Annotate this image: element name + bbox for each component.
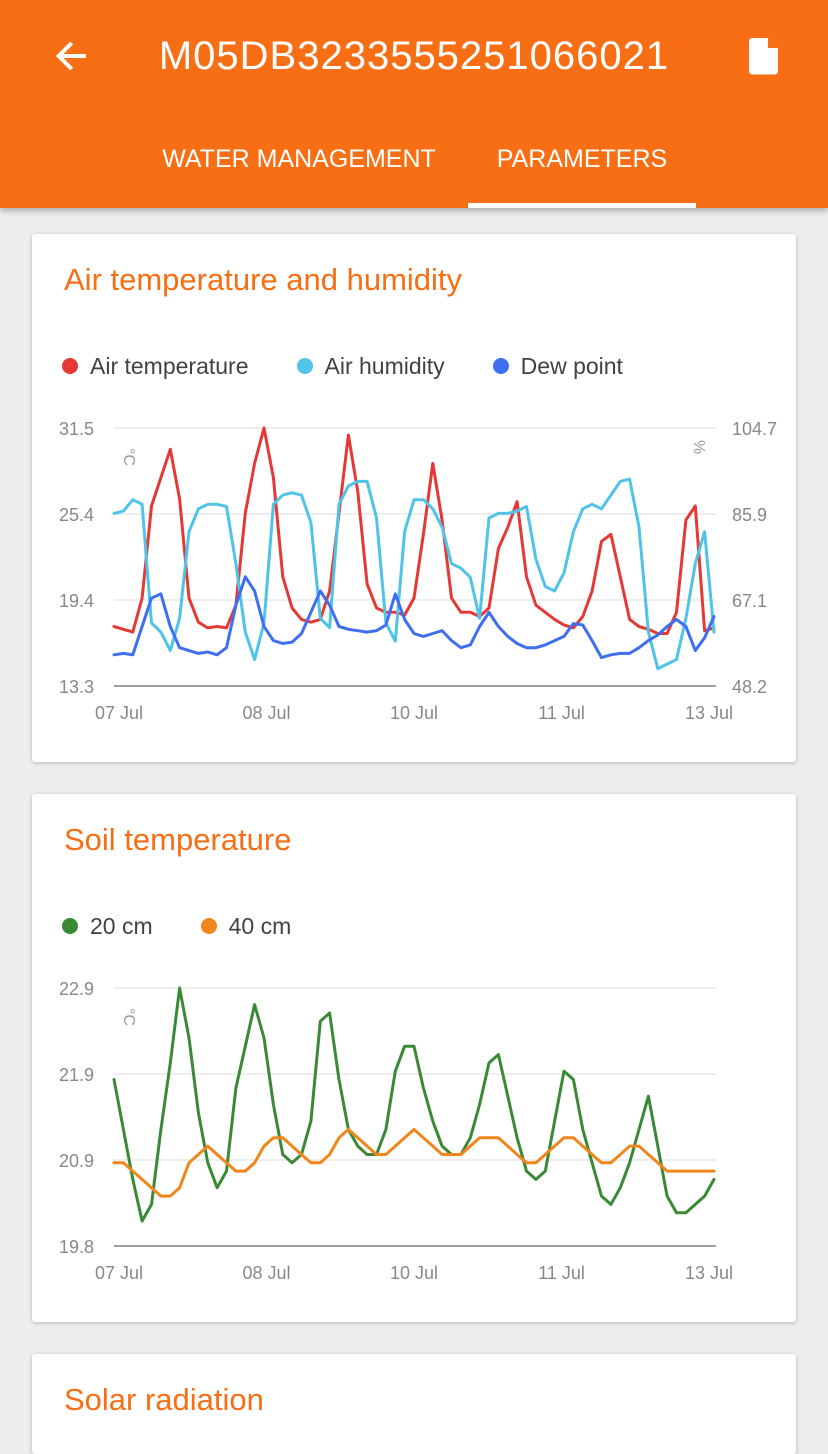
air-temperature-card: Air temperature and humidity Air tempera… bbox=[32, 234, 796, 762]
x-tick-label: 07 Jul bbox=[95, 703, 143, 723]
legend-label: 20 cm bbox=[90, 912, 153, 939]
legend-item-air-temperature[interactable]: Air temperature bbox=[62, 353, 249, 380]
card-title: Soil temperature bbox=[64, 822, 292, 857]
legend-item-air-humidity[interactable]: Air humidity bbox=[296, 352, 445, 380]
y2-tick-label: 67.1 bbox=[732, 591, 767, 611]
legend-dot bbox=[200, 918, 217, 934]
y-tick-label: 21.9 bbox=[59, 1065, 94, 1085]
legend-label: Air humidity bbox=[324, 352, 445, 379]
card-title: Air temperature and humidity bbox=[64, 262, 463, 297]
document-button[interactable] bbox=[742, 34, 786, 78]
x-tick-label: 13 Jul bbox=[685, 703, 733, 723]
tab-water-management[interactable]: WATER MANAGEMENT bbox=[162, 145, 436, 173]
chart-legend: 20 cm 40 cm bbox=[62, 906, 339, 946]
legend-label: Air temperature bbox=[90, 352, 249, 379]
x-tick-label: 07 Jul bbox=[95, 1263, 143, 1283]
x-tick-label: 13 Jul bbox=[685, 1263, 733, 1283]
page-title: M05DB3233555251066021 bbox=[158, 34, 670, 78]
y-tick-label: 13.3 bbox=[59, 677, 94, 697]
y2-tick-label: 48.2 bbox=[732, 677, 767, 697]
chart-legend: Air temperature Air humidity Dew point bbox=[62, 346, 671, 386]
legend-label: Dew point bbox=[520, 352, 623, 379]
series-line bbox=[112, 477, 716, 671]
y2-axis-unit: % bbox=[690, 440, 707, 454]
y-tick-label: 25.4 bbox=[59, 505, 94, 525]
series-line bbox=[112, 575, 716, 660]
back-button[interactable] bbox=[50, 34, 94, 78]
air-temperature-chart: 31.5 25.4 19.4 13.3 104.7 85.9 67.1 48.2 °C% 07 J… bbox=[59, 419, 777, 723]
y-tick-label: 22.9 bbox=[59, 979, 94, 999]
soil-temperature-chart: 22.9 21.9 20.9 19.8 °C 07 Jul 08 Jul 10 Jul 11 J… bbox=[59, 979, 733, 1283]
legend-dot bbox=[492, 358, 509, 374]
series-line bbox=[112, 426, 716, 635]
x-tick-label: 11 Jul bbox=[538, 703, 585, 723]
legend-item-20cm[interactable]: 20 cm bbox=[62, 913, 153, 940]
arrow-back-icon bbox=[55, 41, 86, 71]
x-tick-label: 08 Jul bbox=[242, 1263, 290, 1283]
legend-item-40cm[interactable]: 40 cm bbox=[200, 912, 292, 940]
legend-dot bbox=[62, 918, 78, 934]
y-tick-label: 19.4 bbox=[59, 591, 94, 611]
x-tick-label: 08 Jul bbox=[242, 703, 290, 723]
soil-temperature-card: Soil temperature 20 cm 40 cm 22.9 21.9 20.… bbox=[32, 794, 796, 1322]
y-tick-label: 19.8 bbox=[59, 1237, 94, 1257]
x-tick-label: 10 Jul bbox=[390, 703, 438, 723]
y2-tick-label: 104.7 bbox=[732, 419, 777, 439]
y-tick-label: 20.9 bbox=[59, 1151, 94, 1171]
active-tab-indicator bbox=[468, 203, 696, 208]
legend-item-dew-point[interactable]: Dew point bbox=[492, 352, 623, 380]
solar-radiation-card: Solar radiation bbox=[32, 1354, 796, 1454]
legend-dot bbox=[296, 358, 313, 374]
y-axis-unit: °C bbox=[120, 1008, 137, 1026]
y2-tick-label: 85.9 bbox=[732, 505, 767, 525]
y-tick-label: 31.5 bbox=[59, 419, 94, 439]
tab-parameters[interactable]: PARAMETERS bbox=[496, 145, 668, 173]
legend-label: 40 cm bbox=[228, 912, 292, 939]
document-icon bbox=[749, 38, 778, 75]
x-tick-label: 11 Jul bbox=[538, 1263, 585, 1283]
legend-dot bbox=[62, 358, 78, 374]
y-axis-unit: °C bbox=[120, 448, 137, 466]
series-line bbox=[112, 986, 716, 1223]
card-title: Solar radiation bbox=[64, 1382, 264, 1417]
series-line bbox=[112, 1128, 716, 1198]
x-tick-label: 10 Jul bbox=[390, 1263, 438, 1283]
app-bar: M05DB3233555251066021 WATER MANAGEMENT P… bbox=[0, 0, 828, 208]
